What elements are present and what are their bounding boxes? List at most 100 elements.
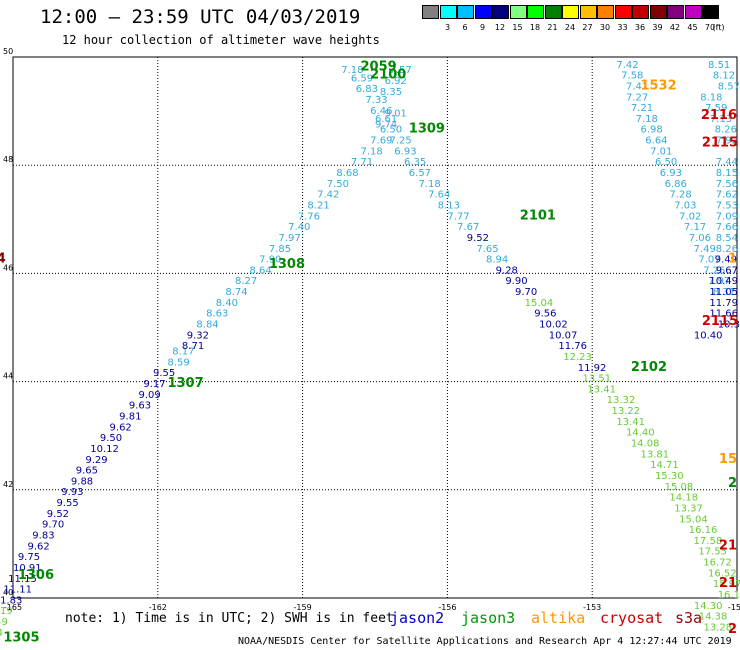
wave-height-value: 13.32 [607,395,636,406]
scale-swatch [544,5,562,19]
scale-swatch [614,5,632,19]
wave-height-value: 7.03 [674,200,696,211]
scale-label: 39 [652,23,663,32]
wave-height-value: 9.65 [76,466,98,477]
wave-height-value: 7.49 [694,244,716,255]
wave-height-value: 9.62 [110,422,132,433]
wave-height-value: 7.17 [684,222,706,233]
scale-swatch [527,5,544,19]
legend-item-jason3: jason3 [461,609,516,627]
wave-height-value: 14.08 [631,439,660,450]
wave-height-value: 13.19 [0,606,13,617]
scale-swatch [562,5,579,19]
wave-height-value: 17.58 [694,536,723,547]
pass-time-label: 2115 [702,135,738,150]
wave-height-value: 12.23 [563,352,592,363]
scale-unit: (ft) [712,23,725,32]
pass-time-label: 1308 [269,257,305,272]
wave-height-value: 7.18 [418,179,440,190]
wave-height-value: 9.29 [85,455,107,466]
wave-height-value: 9.70 [42,520,64,531]
wave-height-value: 8.26 [715,125,737,136]
wave-height-value: 7.21 [631,103,653,114]
wave-height-value: 9.52 [467,233,489,244]
wave-height-value: 16.19 [718,590,740,601]
pass-time-label: 2101 [520,208,556,223]
wave-height-value: 7.13 [710,114,732,125]
legend-item-cryosat: cryosat [600,609,664,627]
legend-item-s3a: s3a [675,609,703,627]
wave-height-value: 8.18 [700,92,722,103]
scale-swatch [422,5,439,19]
wave-height-value: 13.81 [640,449,669,460]
wave-height-value: 7.71 [351,157,373,168]
wave-height-value: 7.25 [389,136,411,147]
wave-height-value: 8.15 [716,168,738,179]
x-tick-label: -159 [294,603,312,612]
wave-height-value: 9.49 [715,255,737,266]
wave-height-value: 9.01 [385,109,407,120]
wave-height-value: 7.41 [626,81,648,92]
wave-height-value: 7.66 [716,222,738,233]
wave-height-value: 8.74 [225,287,247,298]
plot-frame [12,56,738,599]
x-tick-label: -153 [583,603,601,612]
wave-height-value: 11.05 [709,287,738,298]
wave-height-value: 12.24 [0,628,3,639]
wave-height-value: 7.33 [365,95,387,106]
scale-label: 30 [599,23,611,32]
wave-height-value: 9.17 [143,379,165,390]
wave-height-value: 9.50 [100,433,122,444]
wave-height-value: 7.42 [616,60,638,71]
scale-label: 45 [687,23,698,32]
wave-height-value: 14.30 [694,601,723,612]
wave-height-value: 8.54 [716,233,738,244]
wave-height-value: 15.97 [713,579,740,590]
wave-height-value: 8.17 [172,347,194,358]
wave-height-value: 8.27 [235,276,257,287]
wave-height-value: 16.72 [703,558,732,569]
wave-height-value: 7.28 [669,190,691,201]
wave-height-value: 9.55 [153,368,175,379]
scale-label: 12 [494,23,506,32]
wave-height-value: 9.90 [505,276,527,287]
legend-item-altika: altika [531,609,586,627]
wave-height-value: 8.21 [307,200,329,211]
wave-height-value: 7.18 [636,114,658,125]
wave-height-value: 7.07 [698,255,720,266]
y-tick-label: 42 [3,480,13,489]
scale-swatch [702,5,719,19]
scale-label: 3 [444,23,451,32]
wave-height-value: 8.35 [380,87,402,98]
page-subtitle: 12 hour collection of altimeter wave hei… [62,33,380,47]
wave-height-value: 13.41 [587,384,616,395]
x-tick-label: -150 [728,603,740,612]
wave-height-value: 8.40 [216,298,238,309]
page-title: 12:00 – 23:59 UTC 04/03/2019 [40,6,361,28]
wave-height-value: 7.02 [679,211,701,222]
wave-height-value: 7.77 [447,211,469,222]
pass-time-label: 1306 [18,568,54,583]
wave-height-value: 10.02 [539,320,568,331]
wave-height-value: 7.56 [716,179,738,190]
wave-height-value: 10.12 [90,444,119,455]
wave-height-value: 9.67 [716,265,738,276]
wave-height-value: 14.40 [626,428,655,439]
pass-time-label: 1307 [167,376,203,391]
wave-height-value: 6.64 [645,136,667,147]
footer-credit: NOAA/NESDIS Center for Satellite Applica… [238,636,732,647]
wave-height-value: 8.94 [486,255,508,266]
wave-height-value: 7.09 [716,211,738,222]
wave-height-value: 8.63 [206,309,228,320]
wave-height-value: 7.97 [708,276,730,287]
scale-swatch [597,5,614,19]
wave-height-value: 7.65 [476,244,498,255]
x-tick-label: -165 [4,603,22,612]
scale-label: 6 [462,23,468,32]
wave-height-value: 7.18 [341,65,363,76]
pass-time-label: 2134 [0,252,6,267]
y-tick-label: 46 [3,263,13,272]
wave-height-value: 6.86 [665,179,687,190]
wave-height-value: 9.56 [534,309,556,320]
